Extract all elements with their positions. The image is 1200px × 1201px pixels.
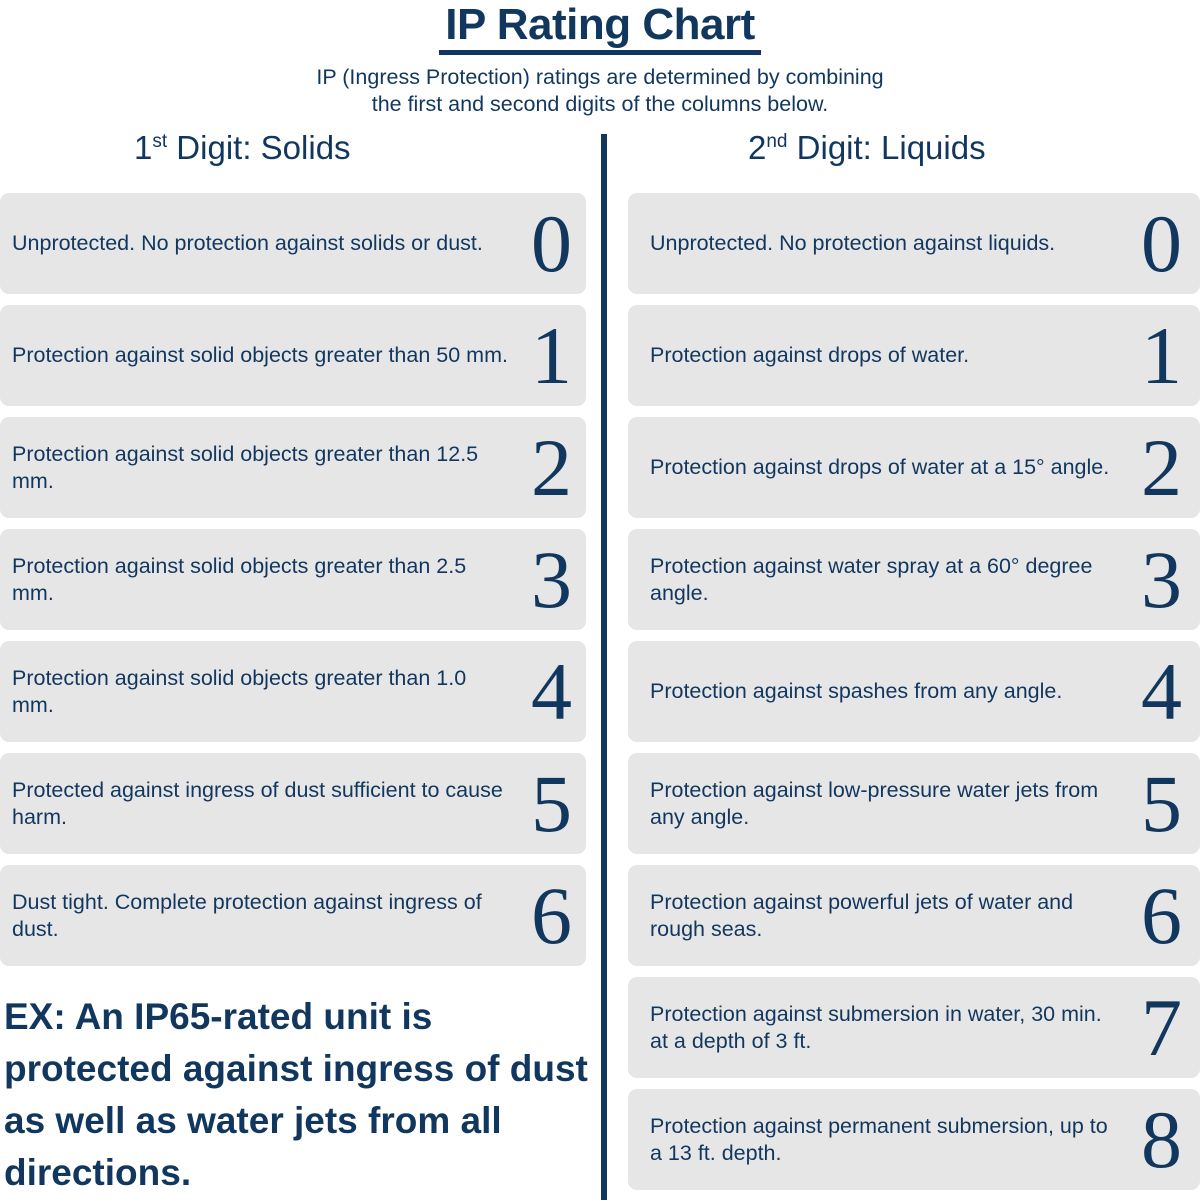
rating-description: Protection against powerful jets of wate… [650,889,1074,941]
column-heading-liquids: 2nd Digit: Liquids [748,129,986,167]
rating-row: Protection against solid objects greater… [0,417,586,518]
rating-digit: 2 [531,421,572,513]
rating-row: Protection against low-pressure water je… [628,753,1200,854]
rating-digit: 3 [1141,533,1182,625]
column-heading-solids-number: 1 [134,129,153,166]
rating-row: Protection against solid objects greater… [0,641,586,742]
example-callout: EX: An IP65-rated unit is protected agai… [4,996,588,1193]
rating-row: Protection against drops of water at a 1… [628,417,1200,518]
rating-digit: 5 [1141,757,1182,849]
rating-digit: 3 [531,533,572,625]
column-heading-liquids-rest: Digit: Liquids [787,129,986,166]
rating-description: Protected against ingress of dust suffic… [12,777,503,829]
rating-digit: 1 [531,309,572,401]
rating-row: Protection against water spray at a 60° … [628,529,1200,630]
rating-digit: 8 [1141,1093,1182,1185]
rating-description: Protection against solid objects greater… [12,665,467,717]
rating-description: Protection against water spray at a 60° … [650,553,1093,605]
rating-row: Unprotected. No protection against liqui… [628,193,1200,294]
rating-digit: 7 [1141,981,1182,1073]
rating-description: Dust tight. Complete protection against … [12,889,482,941]
rating-digit: 0 [1141,197,1182,289]
subtitle-line-1: IP (Ingress Protection) ratings are dete… [316,65,884,89]
rating-description: Protection against solid objects greater… [12,553,467,605]
rating-row: Protection against drops of water. 1 [628,305,1200,406]
chart-header: IP Rating Chart IP (Ingress Protection) … [0,0,1200,118]
rating-digit: 4 [531,645,572,737]
page-subtitle: IP (Ingress Protection) ratings are dete… [0,64,1200,118]
solids-column: Unprotected. No protection against solid… [0,193,586,977]
rating-row: Protection against powerful jets of wate… [628,865,1200,966]
rating-digit: 5 [531,757,572,849]
subtitle-line-2: the first and second digits of the colum… [371,92,829,116]
rating-row: Protection against permanent submersion,… [628,1089,1200,1190]
rating-description: Unprotected. No protection against solid… [12,231,483,255]
rating-digit: 6 [1141,869,1182,961]
rating-description: Protection against solid objects greater… [12,343,508,367]
rating-digit: 4 [1141,645,1182,737]
rating-description: Protection against drops of water at a 1… [650,455,1110,479]
page-title: IP Rating Chart [439,2,761,55]
liquids-column: Unprotected. No protection against liqui… [628,193,1200,1201]
rating-description: Protection against permanent submersion,… [650,1113,1108,1165]
rating-digit: 1 [1141,309,1182,401]
rating-row: Protected against ingress of dust suffic… [0,753,586,854]
rating-description: Protection against low-pressure water je… [650,777,1099,829]
column-heading-solids-rest: Digit: Solids [167,129,351,166]
rating-description: Protection against submersion in water, … [650,1001,1102,1053]
column-heading-solids: 1st Digit: Solids [134,129,351,167]
rating-row: Protection against submersion in water, … [628,977,1200,1078]
rating-description: Protection against solid objects greater… [12,441,479,493]
column-headings: 1st Digit: Solids 2nd Digit: Liquids [0,129,1200,181]
rating-row: Protection against solid objects greater… [0,529,586,630]
rating-description: Protection against spashes from any angl… [650,679,1063,703]
column-heading-liquids-number: 2 [748,129,767,166]
rating-description: Unprotected. No protection against liqui… [650,231,1056,255]
column-heading-liquids-ordinal: nd [766,131,788,152]
rating-digit: 0 [531,197,572,289]
rating-digit: 2 [1141,421,1182,513]
rating-row: Protection against spashes from any angl… [628,641,1200,742]
rating-digit: 6 [531,869,572,961]
rating-row: Unprotected. No protection against solid… [0,193,586,294]
rating-row: Dust tight. Complete protection against … [0,865,586,966]
rating-row: Protection against solid objects greater… [0,305,586,406]
rating-description: Protection against drops of water. [650,343,970,367]
column-heading-solids-ordinal: st [152,131,168,152]
column-divider [601,134,607,1200]
